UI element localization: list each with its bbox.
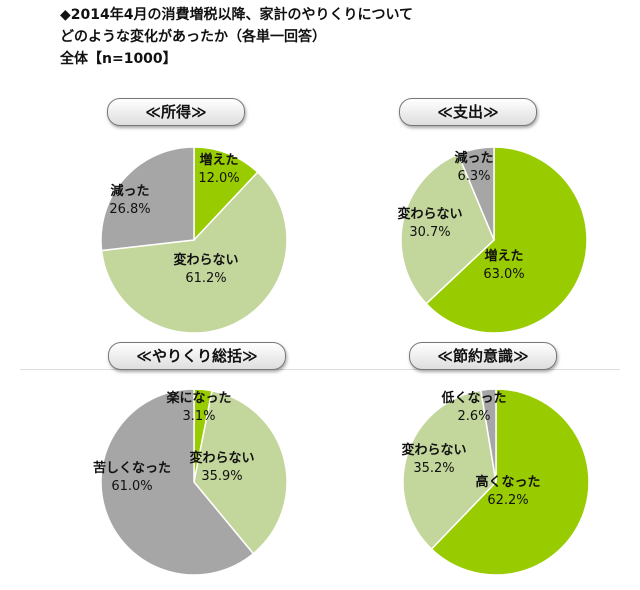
slice-percent-label: 6.3% [457, 169, 490, 184]
title-line-1: ◆2014年4月の消費増税以降、家計のやりくりについて [60, 7, 414, 23]
slice-label: 高くなった [475, 474, 540, 490]
pie-slice [457, 146, 495, 241]
pie-slice [100, 388, 255, 576]
slice-percent-label: 61.2% [185, 271, 226, 286]
pie-slice [430, 388, 590, 576]
pie-slice [480, 388, 497, 483]
slice-label: 低くなった [440, 390, 506, 406]
slice-percent-label: 3.1% [182, 409, 215, 424]
pie-slice [100, 171, 288, 334]
slice-label: 変わらない [173, 252, 238, 268]
pie-slice [100, 146, 195, 252]
slice-label: 変わらない [397, 206, 462, 222]
chart-title-income: ≪所得≫ [107, 98, 245, 126]
pie-slice [425, 146, 588, 334]
chart-title-spending: ≪支出≫ [399, 98, 537, 126]
divider-line [20, 369, 620, 370]
slice-label: 変わらない [401, 442, 466, 458]
slice-percent-label: 12.0% [198, 171, 239, 186]
slice-percent-label: 61.0% [111, 479, 152, 494]
slice-percent-label: 2.6% [457, 409, 490, 424]
slice-label: 減った [110, 183, 149, 199]
slice-percent-label: 63.0% [483, 267, 524, 282]
slice-label: 増えた [484, 248, 523, 264]
slice-label: 減った [454, 150, 493, 166]
slice-label: 増えた [199, 152, 238, 168]
chart-title-saving-awareness: ≪節約意識≫ [409, 342, 557, 370]
slice-percent-label: 35.9% [201, 469, 242, 484]
title-line-2: どのような変化があったか（各単一回答） [60, 29, 326, 45]
pie-slice [193, 146, 259, 242]
pie-chart-income: 増えた 12.0% 変わらない 61.2% 減った 26.8% [100, 146, 288, 334]
slice-label: 変わらない [189, 450, 254, 466]
pie-chart-spending: 増えた 63.0% 変わらない 30.7% 減った 6.3% [397, 146, 588, 334]
chart-title-household-budget: ≪やりくり総括≫ [108, 342, 286, 370]
slice-label: 楽になった [165, 390, 231, 406]
pie-chart-household-budget: 楽になった 3.1% 変わらない 35.9% 苦しくなった 61.0% [93, 388, 288, 576]
slice-percent-label: 62.2% [487, 493, 528, 508]
title-block: ◆2014年4月の消費増税以降、家計のやりくりについて どのような変化があったか… [60, 4, 413, 70]
slice-label: 苦しくなった [93, 460, 171, 476]
title-line-3: 全体【n=1000】 [60, 51, 177, 67]
pie-chart-saving-awareness: 高くなった 62.2% 変わらない 35.2% 低くなった 2.6% [401, 388, 590, 576]
pie-slice [402, 389, 497, 551]
pie-slice [400, 153, 495, 305]
slice-percent-label: 35.2% [413, 461, 454, 476]
slice-percent-label: 30.7% [409, 225, 450, 240]
slice-percent-label: 26.8% [109, 202, 150, 217]
pie-slice [193, 389, 288, 555]
